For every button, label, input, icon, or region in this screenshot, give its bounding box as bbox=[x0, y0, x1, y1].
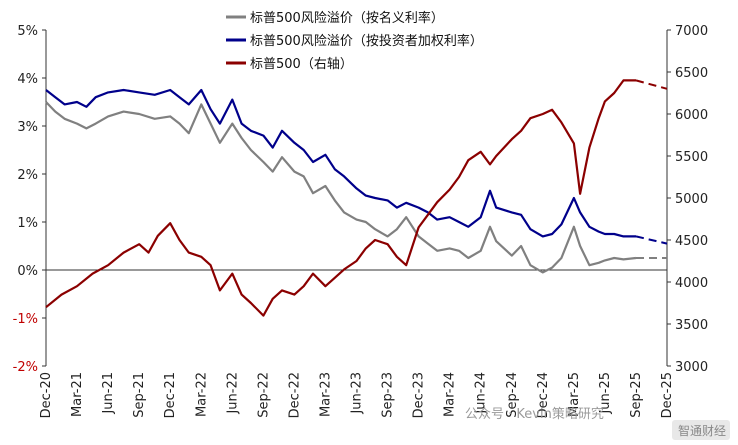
x-tick-label: Mar-22 bbox=[194, 372, 209, 417]
x-tick-label: Sep-23 bbox=[381, 372, 396, 418]
series-forecast-2 bbox=[635, 79, 668, 90]
x-tick-label: Jun-23 bbox=[350, 372, 365, 415]
right-tick-label: 5000 bbox=[675, 192, 708, 207]
left-tick-label: -2% bbox=[13, 360, 38, 375]
x-tick-label: Sep-24 bbox=[505, 372, 520, 418]
left-tick-label: 1% bbox=[17, 216, 38, 231]
left-tick-label: 4% bbox=[17, 72, 38, 87]
x-tick-label: Jun-22 bbox=[225, 372, 240, 415]
x-tick-label: Dec-22 bbox=[287, 372, 302, 418]
left-tick-label: 2% bbox=[17, 168, 38, 183]
right-tick-label: 6000 bbox=[675, 108, 708, 123]
plot-area bbox=[45, 30, 668, 366]
series-line-0 bbox=[45, 101, 637, 274]
x-tick-label: Sep-25 bbox=[629, 372, 644, 418]
x-tick-label: Dec-25 bbox=[660, 372, 675, 418]
x-tick-label: Dec-23 bbox=[412, 372, 427, 418]
legend-label-1: 标普500风险溢价（按投资者加权利率） bbox=[250, 33, 483, 49]
left-axis-ticks: -2% -1% 0% 1% 2% 3% 4% 5% bbox=[13, 24, 46, 375]
right-tick-label: 7000 bbox=[675, 24, 708, 39]
series-forecast-1 bbox=[635, 235, 668, 245]
x-tick-label: Jun-21 bbox=[101, 372, 116, 415]
x-tick-label: Mar-23 bbox=[318, 372, 333, 417]
x-tick-label: Mar-24 bbox=[443, 372, 458, 417]
right-tick-label: 3000 bbox=[675, 360, 708, 375]
right-tick-label: 4000 bbox=[675, 276, 708, 291]
watermark-badge-text: 智通财经 bbox=[678, 423, 726, 438]
watermark: 公众号 · Kevin策略研究 智通财经 bbox=[465, 406, 730, 440]
legend-label-2: 标普500（右轴） bbox=[250, 57, 353, 72]
x-tick-label: Jun-24 bbox=[474, 372, 489, 415]
x-axis-ticks: Dec-20 Mar-21 Jun-21 Sep-21 Dec-21 Mar-22 Jun-… bbox=[39, 372, 675, 418]
left-tick-label: 5% bbox=[17, 24, 38, 39]
right-axis-ticks: 3000 3500 4000 4500 5000 5500 6000 6500 7000 bbox=[667, 24, 708, 375]
x-tick-label: Sep-22 bbox=[256, 372, 271, 418]
series-line-1 bbox=[45, 88, 636, 238]
x-tick-label: Jun-25 bbox=[598, 372, 613, 415]
legend: 标普500风险溢价（按名义利率） 标普500风险溢价（按投资者加权利率） 标普500… bbox=[226, 10, 483, 72]
left-tick-label: 0% bbox=[17, 264, 38, 279]
watermark-text: 公众号 · Kevin策略研究 bbox=[465, 406, 604, 422]
right-tick-label: 5500 bbox=[675, 150, 708, 165]
watermark-badge bbox=[672, 420, 730, 440]
x-tick-label: Mar-21 bbox=[70, 372, 85, 417]
right-tick-label: 6500 bbox=[675, 66, 708, 81]
left-tick-label: -1% bbox=[13, 312, 38, 327]
x-tick-label: Sep-21 bbox=[132, 372, 147, 418]
right-tick-label: 3500 bbox=[675, 318, 708, 333]
series-line-2 bbox=[45, 79, 636, 317]
left-tick-label: 3% bbox=[17, 120, 38, 135]
x-tick-label: Mar-25 bbox=[567, 372, 582, 417]
x-tick-label: Dec-20 bbox=[39, 372, 54, 418]
x-tick-label: Dec-21 bbox=[163, 372, 178, 418]
legend-label-0: 标普500风险溢价（按名义利率） bbox=[250, 10, 444, 26]
right-tick-label: 4500 bbox=[675, 234, 708, 249]
x-tick-label: Dec-24 bbox=[536, 372, 551, 418]
